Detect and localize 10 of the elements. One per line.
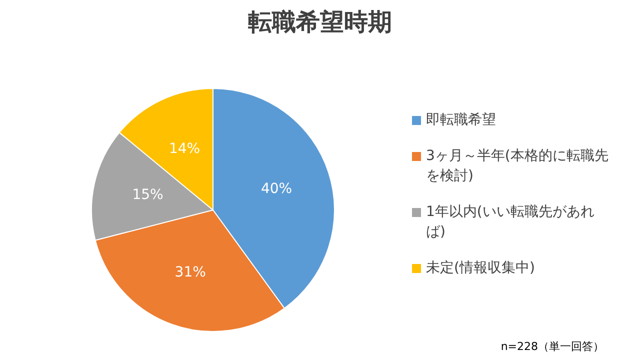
chart-title: 転職希望時期 <box>247 7 393 38</box>
data-label: 40% <box>260 180 292 197</box>
legend-label: 1年以内(いい転職先があれば) <box>426 203 596 242</box>
data-label: 15% <box>132 187 164 204</box>
legend-label: 未定(情報収集中) <box>426 259 535 278</box>
data-label: 14% <box>168 141 200 158</box>
text: n=228（単一回答） <box>500 339 604 354</box>
legend-label: 3ヶ月～半年(本格的に転職先を検討) <box>426 147 610 186</box>
data-label: 31% <box>174 264 206 281</box>
legend-label: 即転職希望 <box>426 111 496 130</box>
